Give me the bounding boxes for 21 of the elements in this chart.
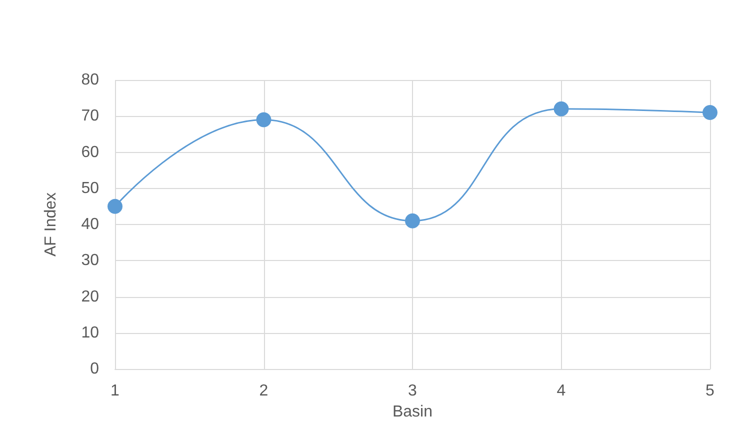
point: [108, 198, 122, 214]
y-tick-label: 70: [81, 108, 100, 125]
y-tick-label: 20: [81, 288, 100, 306]
point: [405, 213, 420, 228]
y-tick-label: 10: [81, 324, 100, 342]
x-tick-label: 3: [408, 382, 418, 400]
y-tick-label: 80: [81, 72, 100, 88]
point: [554, 101, 569, 116]
point: [702, 105, 718, 120]
x-tick-label: 5: [706, 382, 715, 400]
y-tick-label: 60: [81, 144, 100, 161]
x-tick-label: 2: [259, 382, 268, 400]
x-axis-title: Basin: [392, 403, 433, 420]
y-tick-label: 40: [81, 216, 100, 233]
y-axis-title: AF Index: [42, 192, 60, 257]
point: [256, 112, 272, 128]
y-tick-label: 0: [90, 360, 100, 378]
y-tick-label: 30: [81, 252, 100, 270]
x-tick-label: 1: [110, 382, 120, 400]
y-tick-label: 50: [81, 180, 100, 197]
x-tick-label: 4: [556, 382, 566, 400]
